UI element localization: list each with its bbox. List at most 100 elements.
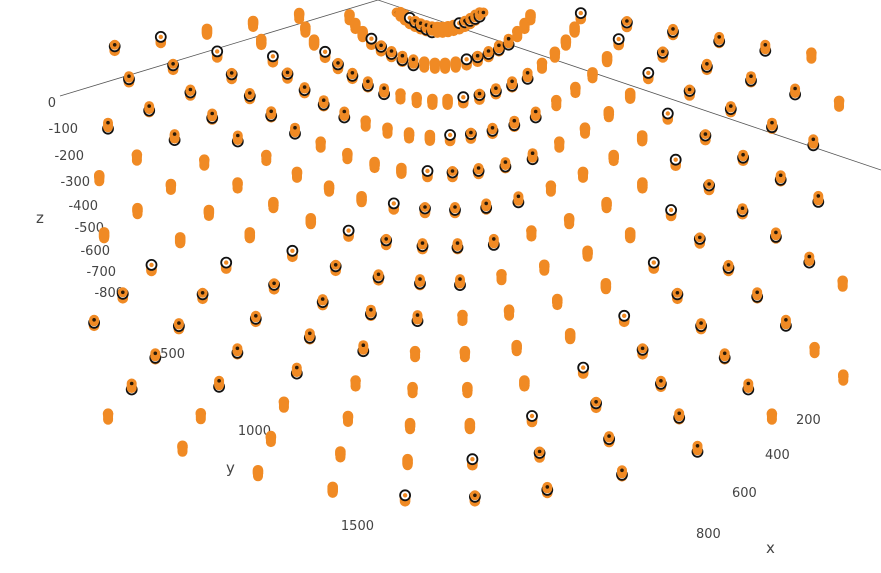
- data-point-center: [578, 10, 583, 16]
- data-point: [838, 369, 849, 381]
- y-axis: y 500 1000 1500: [160, 347, 374, 534]
- data-point-center: [235, 346, 240, 351]
- y-tick-label: 1000: [238, 424, 271, 439]
- data-point-center: [717, 35, 721, 39]
- data-point: [350, 17, 361, 29]
- data-point-center: [382, 86, 386, 90]
- data-point: [563, 213, 575, 224]
- data-point: [503, 304, 515, 316]
- data-point-center: [369, 36, 374, 41]
- data-point: [837, 275, 848, 287]
- data-point: [439, 57, 451, 69]
- data-point-center: [376, 272, 381, 277]
- data-point-center: [149, 262, 154, 268]
- data-point-center: [673, 157, 678, 162]
- data-point-center: [418, 277, 422, 281]
- data-point-center: [494, 86, 498, 90]
- data-point: [560, 34, 572, 45]
- data-point: [174, 232, 186, 243]
- data-point-center: [320, 297, 325, 301]
- data-point: [554, 136, 565, 147]
- data-point-center: [333, 263, 338, 267]
- data-point-center: [784, 318, 788, 322]
- data-point-center: [171, 62, 175, 66]
- data-point: [203, 204, 215, 216]
- data-point-center: [581, 365, 586, 370]
- data-point-center: [210, 111, 214, 116]
- data-point-center: [425, 168, 430, 174]
- data-point-center: [270, 54, 276, 59]
- data-point: [442, 93, 453, 105]
- data-point: [177, 440, 188, 452]
- data-point: [525, 9, 536, 20]
- data-point-center: [308, 331, 312, 336]
- data-point-center: [200, 291, 205, 295]
- data-point-center: [703, 132, 708, 136]
- data-point: [539, 259, 550, 271]
- data-point: [519, 375, 530, 386]
- data-point: [766, 408, 778, 420]
- data-point-center: [127, 74, 131, 78]
- data-point-center: [749, 74, 753, 78]
- data-point-center: [533, 109, 538, 114]
- x-axis-title: x: [766, 539, 775, 557]
- data-point-center: [722, 351, 727, 356]
- data-point-center: [687, 87, 692, 92]
- data-point-center: [545, 485, 550, 489]
- data-point: [569, 21, 580, 32]
- data-point-center: [248, 91, 252, 95]
- data-point-center: [484, 201, 489, 206]
- x-tick-label: 400: [765, 448, 790, 463]
- data-point: [165, 178, 177, 190]
- data-point: [536, 57, 548, 69]
- data-point-center: [746, 381, 751, 386]
- data-point-center: [411, 57, 416, 62]
- data-point: [551, 94, 562, 106]
- data-point-center: [290, 248, 295, 253]
- data-point-center: [369, 307, 373, 312]
- data-point: [265, 430, 277, 442]
- data-point: [252, 465, 264, 476]
- data-point: [232, 177, 243, 188]
- data-point-center: [512, 118, 517, 123]
- data-point-center: [450, 169, 455, 173]
- data-point-center: [486, 49, 491, 53]
- data-point-center: [402, 493, 408, 498]
- data-point: [496, 269, 507, 280]
- z-tick-label: -500: [74, 221, 104, 236]
- data-point-center: [698, 235, 702, 240]
- data-point: [603, 106, 615, 117]
- data-point: [255, 33, 267, 45]
- data-point: [545, 180, 557, 191]
- data-point-center: [470, 457, 475, 462]
- data-point: [404, 417, 416, 429]
- data-point: [342, 147, 353, 159]
- data-point-center: [447, 132, 453, 138]
- data-point-center: [770, 120, 774, 125]
- data-point-center: [172, 132, 177, 136]
- data-point: [357, 25, 369, 37]
- data-point-center: [177, 321, 181, 325]
- data-point: [552, 293, 563, 305]
- data-point: [601, 196, 612, 208]
- data-point-center: [92, 318, 96, 322]
- data-point-center: [740, 206, 745, 210]
- data-point-center: [188, 87, 193, 92]
- data-point-center: [322, 49, 328, 54]
- data-point: [419, 56, 430, 67]
- data-point-center: [391, 201, 396, 206]
- data-point: [526, 225, 537, 236]
- data-point-center: [302, 85, 307, 89]
- data-point-center: [415, 313, 420, 317]
- data-point: [291, 166, 303, 178]
- data-point-center: [492, 237, 496, 241]
- data-point-center: [707, 182, 711, 186]
- data-point: [511, 339, 522, 351]
- data-point: [608, 149, 619, 161]
- data-point: [570, 81, 581, 93]
- data-point: [424, 129, 436, 141]
- data-point: [268, 196, 279, 208]
- data-point-center: [525, 71, 530, 75]
- data-point-center: [729, 104, 733, 108]
- data-point-center: [807, 254, 812, 259]
